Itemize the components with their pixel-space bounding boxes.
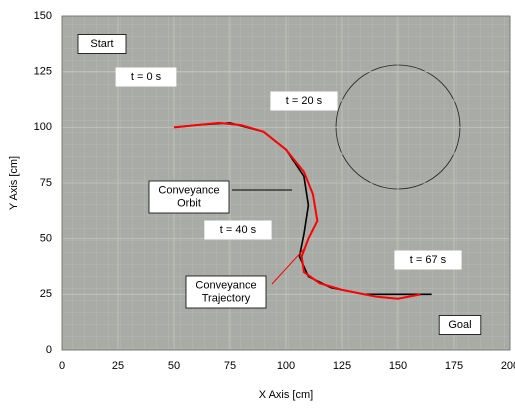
annotation-box [438,315,482,335]
annotation: t = 67 s [394,250,462,270]
annotation: t = 20 s [270,91,338,111]
x-tick-label: 200 [501,360,515,372]
x-tick-label: 0 [59,360,65,372]
plot-frame [61,15,511,351]
annotation-text: Orbit [177,197,201,209]
y-tick-label: 150 [34,10,52,22]
x-tick-label: 125 [333,360,351,372]
y-tick-label: 50 [40,233,52,245]
annotation-text: t = 67 s [410,254,447,266]
annotation: Start [77,34,127,54]
annotation-text: Conveyance [195,279,256,291]
annotation-box [185,275,267,309]
annotation-text: Conveyance [158,184,219,196]
annotation-box [204,220,272,240]
series-line [173,121,421,300]
annotation-text: t = 40 s [220,224,257,236]
x-axis-label: X Axis [cm] [259,389,313,401]
annotation: t = 0 s [115,67,177,87]
annotation-box [115,67,177,87]
annotation-text: t = 0 s [131,71,162,83]
annotation-box [270,91,338,111]
annotation: t = 40 s [204,220,272,240]
y-tick-label: 25 [40,288,52,300]
annotation-text: Goal [448,319,471,331]
annotation-box [77,34,127,54]
x-tick-label: 75 [224,360,236,372]
y-axis-label: Y Axis [cm] [8,156,20,210]
y-tick-label: 0 [46,344,52,356]
x-tick-label: 25 [112,360,124,372]
y-tick-label: 75 [40,177,52,189]
x-tick-label: 100 [277,360,295,372]
annotation-arrow [271,247,306,285]
y-tick-label: 125 [34,66,52,78]
x-tick-label: 150 [389,360,407,372]
annotation-box [394,250,462,270]
annotation-box [148,180,230,214]
annotation: Goal [438,315,482,335]
y-tick-label: 100 [34,121,52,133]
annotation-text: t = 20 s [286,95,323,107]
annotation-text: Trajectory [202,292,251,304]
annotation-text: Start [90,38,113,50]
x-tick-label: 50 [168,360,180,372]
x-tick-label: 175 [445,360,463,372]
